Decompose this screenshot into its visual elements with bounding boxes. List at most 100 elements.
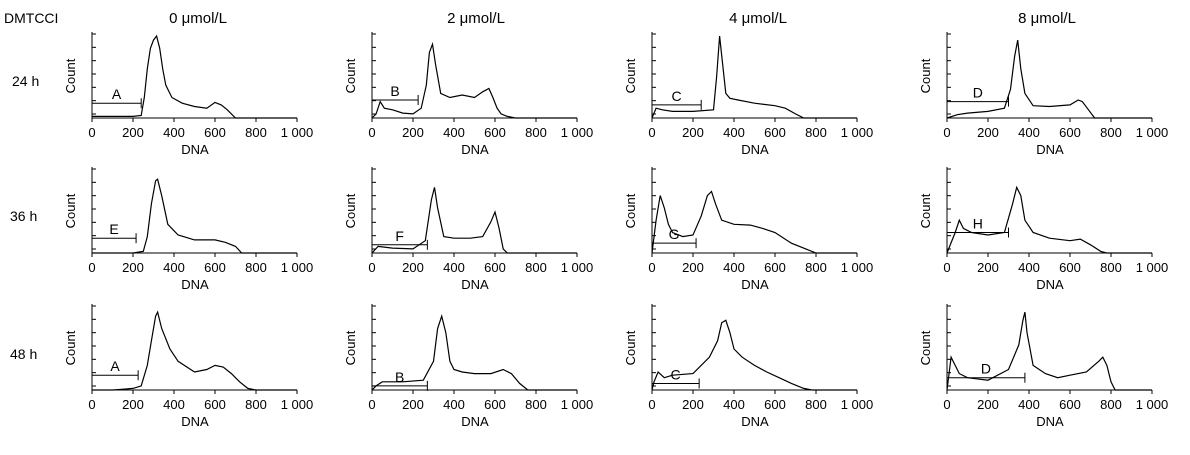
- gate-label: C: [671, 366, 681, 382]
- histogram-panel-9: 0 200 400 600 800 1 000 DNA Count B: [343, 304, 593, 429]
- x-tick-label: 800: [1100, 125, 1122, 140]
- gate-label: H: [973, 216, 983, 232]
- y-axis-title: Count: [343, 193, 358, 228]
- histogram-trace: [946, 311, 1152, 391]
- x-tick-label: 0: [88, 125, 95, 140]
- gate-label: A: [112, 86, 122, 102]
- histogram-trace: [371, 41, 577, 119]
- row-label-0: 24 h: [12, 73, 39, 89]
- x-tick-label: 1 000: [1136, 397, 1169, 412]
- x-axis-title: DNA: [461, 414, 489, 429]
- x-tick-label: 200: [682, 397, 704, 412]
- y-axis-title: Count: [343, 58, 358, 93]
- x-tick-label: 0: [368, 125, 375, 140]
- x-tick-label: 400: [443, 397, 465, 412]
- x-tick-label: 600: [204, 260, 226, 275]
- x-tick-label: 600: [484, 397, 506, 412]
- x-tick-label: 1 000: [841, 397, 874, 412]
- histogram-trace: [651, 190, 857, 254]
- gate-label: F: [395, 228, 404, 244]
- y-axis-title: Count: [918, 193, 933, 228]
- x-tick-label: 800: [245, 260, 267, 275]
- x-tick-label: 0: [368, 397, 375, 412]
- x-tick-label: 800: [805, 125, 827, 140]
- x-tick-label: 0: [648, 125, 655, 140]
- x-tick-label: 600: [764, 397, 786, 412]
- x-tick-label: 400: [443, 125, 465, 140]
- x-axis-title: DNA: [461, 142, 489, 157]
- gate-label: E: [109, 221, 118, 237]
- gate-label: D: [981, 361, 991, 377]
- x-tick-label: 800: [525, 260, 547, 275]
- x-tick-label: 200: [977, 260, 999, 275]
- x-tick-label: 1 000: [841, 260, 874, 275]
- x-tick-label: 400: [723, 397, 745, 412]
- x-axis-title: DNA: [181, 414, 209, 429]
- gate-label: A: [110, 358, 120, 374]
- gate-label: D: [973, 85, 983, 101]
- y-axis-title: Count: [63, 330, 78, 365]
- x-tick-label: 0: [943, 125, 950, 140]
- x-tick-label: 200: [122, 260, 144, 275]
- x-tick-label: 1 000: [281, 260, 314, 275]
- x-tick-label: 1 000: [561, 260, 594, 275]
- gate-label: C: [672, 88, 682, 104]
- column-header-1: 2 μmol/L: [447, 10, 505, 27]
- histogram-trace: [371, 314, 577, 391]
- x-tick-label: 800: [1100, 260, 1122, 275]
- x-tick-label: 400: [1018, 397, 1040, 412]
- x-tick-label: 200: [682, 125, 704, 140]
- histogram-panel-7: 0 200 400 600 800 1 000 DNA Count H: [918, 167, 1168, 292]
- row-label-2: 48 h: [10, 346, 37, 362]
- x-tick-label: 600: [484, 125, 506, 140]
- y-axis-title: Count: [918, 58, 933, 93]
- x-axis-title: DNA: [741, 142, 769, 157]
- x-tick-label: 400: [723, 125, 745, 140]
- x-axis-title: DNA: [181, 142, 209, 157]
- x-tick-label: 800: [805, 397, 827, 412]
- x-tick-label: 600: [1059, 125, 1081, 140]
- x-tick-label: 1 000: [561, 125, 594, 140]
- x-tick-label: 600: [764, 260, 786, 275]
- x-tick-label: 1 000: [841, 125, 874, 140]
- column-header-2: 4 μmol/L: [729, 10, 787, 27]
- x-tick-label: 200: [402, 125, 424, 140]
- y-axis-title: Count: [63, 58, 78, 93]
- x-tick-label: 600: [764, 125, 786, 140]
- histogram-panel-5: 0 200 400 600 800 1 000 DNA Count F: [343, 167, 593, 292]
- histogram-trace: [651, 35, 857, 119]
- gate-label: B: [395, 369, 404, 385]
- x-tick-label: 200: [682, 260, 704, 275]
- gate-label: B: [390, 83, 399, 99]
- x-tick-label: 1 000: [1136, 260, 1169, 275]
- x-tick-label: 400: [723, 260, 745, 275]
- x-tick-label: 800: [525, 397, 547, 412]
- histogram-panel-6: 0 200 400 600 800 1 000 DNA Count G: [623, 167, 873, 292]
- histogram-panel-2: 0 200 400 600 800 1 000 DNA Count C: [623, 32, 873, 157]
- histogram-trace: [92, 310, 297, 391]
- x-tick-label: 0: [943, 260, 950, 275]
- histogram-panel-1: 0 200 400 600 800 1 000 DNA Count B: [343, 32, 593, 157]
- histogram-panel-0: 0 200 400 600 800 1 000 DNA Count A: [63, 32, 313, 157]
- x-tick-label: 400: [163, 260, 185, 275]
- histogram-panel-3: 0 200 400 600 800 1 000 DNA Count D: [918, 32, 1168, 157]
- x-tick-label: 800: [805, 260, 827, 275]
- x-tick-label: 200: [402, 260, 424, 275]
- x-axis-title: DNA: [1036, 277, 1064, 292]
- histogram-trace: [946, 39, 1152, 119]
- x-tick-label: 1 000: [281, 125, 314, 140]
- y-axis-title: Count: [623, 330, 638, 365]
- x-tick-label: 200: [977, 397, 999, 412]
- x-axis-title: DNA: [1036, 414, 1064, 429]
- x-tick-label: 600: [484, 260, 506, 275]
- x-tick-label: 0: [368, 260, 375, 275]
- x-axis-title: DNA: [1036, 142, 1064, 157]
- x-tick-label: 800: [245, 125, 267, 140]
- histogram-panel-10: 0 200 400 600 800 1 000 DNA Count C: [623, 304, 873, 429]
- x-tick-label: 200: [122, 397, 144, 412]
- x-tick-label: 800: [245, 397, 267, 412]
- x-axis-title: DNA: [461, 277, 489, 292]
- x-axis-title: DNA: [741, 414, 769, 429]
- x-tick-label: 800: [1100, 397, 1122, 412]
